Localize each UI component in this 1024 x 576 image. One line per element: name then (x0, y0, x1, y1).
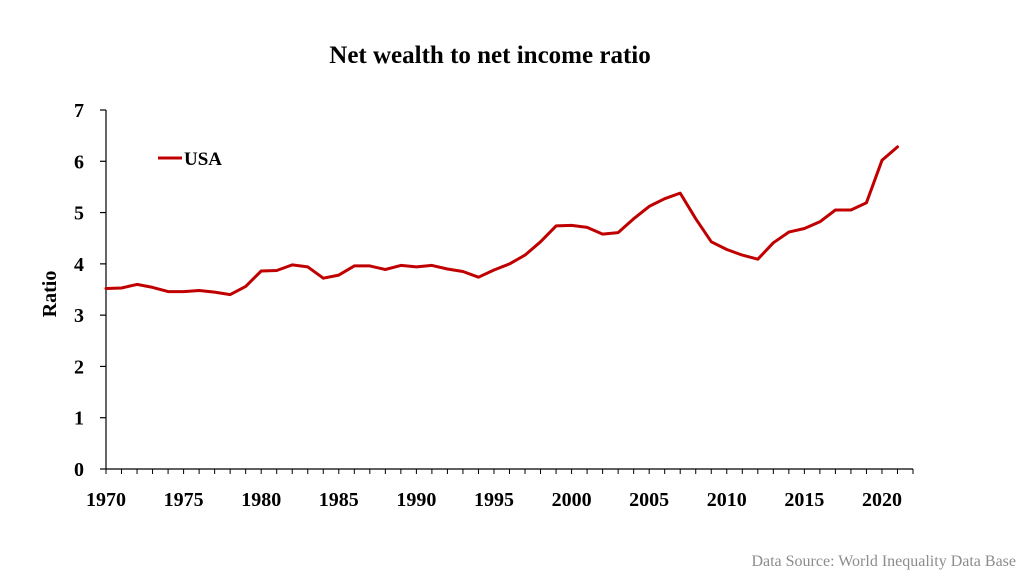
legend: USA (158, 149, 222, 170)
y-tick-label: 2 (74, 356, 84, 378)
x-tick-label: 2010 (707, 489, 747, 511)
x-tick-label: 2015 (784, 489, 824, 511)
y-axis-label: Ratio (39, 271, 61, 318)
x-ticks: 1970 1975 1980 1985 1990 1995 2000 2005 2010 2015… (86, 469, 914, 511)
x-tick-label: 1970 (86, 489, 126, 511)
y-tick-label: 6 (74, 151, 84, 173)
x-tick-label: 1975 (164, 489, 204, 511)
y-tick-label: 7 (74, 100, 84, 122)
y-tick-label: 5 (74, 203, 84, 225)
x-tick-label: 2000 (552, 489, 592, 511)
x-tick-label: 2020 (862, 489, 902, 511)
y-tick-label: 3 (74, 305, 84, 327)
x-tick-label: 2005 (629, 489, 669, 511)
x-tick-label: 1990 (396, 489, 436, 511)
series-layer (104, 145, 899, 297)
y-tick-label: 1 (74, 408, 84, 430)
legend-label-usa: USA (184, 149, 222, 170)
y-ticks: 0 1 2 3 4 5 6 7 (74, 100, 106, 481)
data-source-note: Data Source: World Inequality Data Base (751, 553, 1016, 570)
y-axis-label-group: Ratio (39, 271, 61, 318)
x-tick-label: 1995 (474, 489, 514, 511)
x-tick-label: 1980 (241, 489, 281, 511)
x-tick-label: 1985 (319, 489, 359, 511)
axes (105, 110, 913, 470)
y-tick-label: 0 (74, 459, 84, 481)
chart-title: Net wealth to net income ratio (329, 42, 650, 69)
series-line-usa (104, 145, 899, 297)
y-tick-label: 4 (74, 254, 84, 276)
